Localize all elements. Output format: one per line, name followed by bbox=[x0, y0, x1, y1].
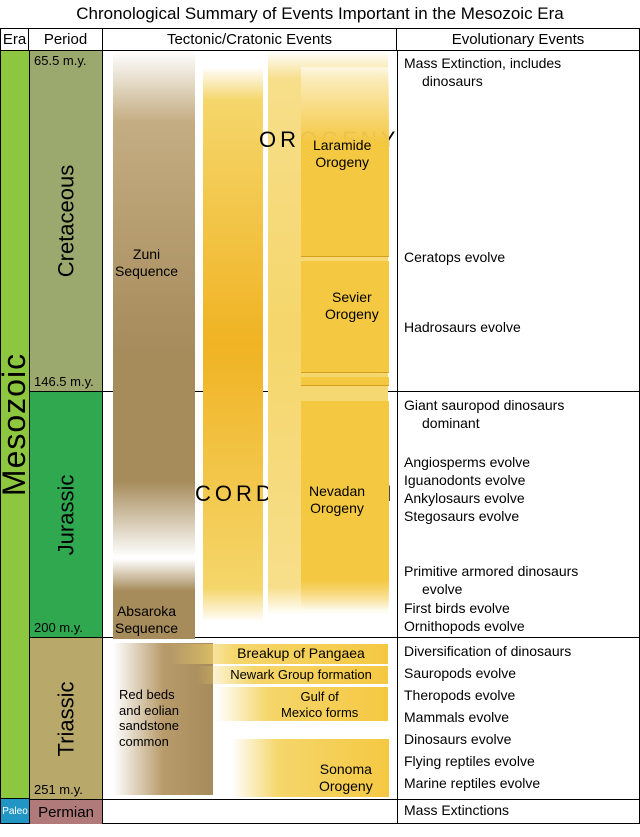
evo-tri1: Diversification of dinosaurs bbox=[404, 643, 635, 661]
header-row: Era Period Tectonic/Cratonic Events Evol… bbox=[0, 28, 640, 51]
evo-jur1: Giant sauropod dinosaurs dominant bbox=[404, 397, 635, 432]
redbeds-label: Red bedsand eoliansandstonecommon bbox=[119, 687, 179, 749]
cret-date-bot: 146.5 m.y. bbox=[34, 374, 94, 389]
evo-perm: Mass Extinctions bbox=[404, 802, 635, 820]
header-tectonic: Tectonic/Cratonic Events bbox=[103, 29, 397, 50]
sonoma-label: SonomaOrogeny bbox=[319, 761, 373, 795]
period-cretaceous: 65.5 m.y. Cretaceous 146.5 m.y. bbox=[30, 51, 102, 391]
nevadan-label: NevadanOrogeny bbox=[309, 483, 365, 517]
evo-tri3: Theropods evolve bbox=[404, 687, 635, 705]
era-paleo: Paleo bbox=[1, 798, 29, 823]
body-area: Mesozoic Paleo 65.5 m.y. Cretaceous 146.… bbox=[0, 51, 640, 824]
breakup-label: Breakup of Pangaea bbox=[211, 645, 391, 662]
evo-jur3: Iguanodonts evolve bbox=[404, 472, 635, 490]
evo-jur5: Stegosaurs evolve bbox=[404, 508, 635, 526]
evo-tri5: Dinosaurs evolve bbox=[404, 731, 635, 749]
evo-tri6: Flying reptiles evolve bbox=[404, 753, 635, 771]
jur-date-bot: 200 m.y. bbox=[34, 620, 83, 635]
cordilleran-label: CORDILLERAN bbox=[195, 481, 271, 507]
period-jurassic: Jurassic 200 m.y. bbox=[30, 391, 102, 637]
evo-tri4: Mammals evolve bbox=[404, 709, 635, 727]
cordilleran-band bbox=[203, 67, 263, 622]
header-era: Era bbox=[1, 29, 29, 50]
evo-tri2: Sauropods evolve bbox=[404, 665, 635, 683]
jur-label: Jurassic bbox=[53, 474, 79, 555]
evo-cret3: Hadrosaurs evolve bbox=[404, 319, 635, 337]
laramide-label: LaramideOrogeny bbox=[313, 137, 371, 171]
header-period: Period bbox=[29, 29, 103, 50]
main-column: ZuniSequence AbsarokaSequence CORDILLERA… bbox=[103, 51, 639, 823]
evo-jur7: First birds evolve bbox=[404, 600, 635, 618]
evo-tri7: Marine reptiles evolve bbox=[404, 775, 635, 793]
chart-title: Chronological Summary of Events Importan… bbox=[0, 0, 640, 28]
sevier-label: SevierOrogeny bbox=[325, 289, 379, 323]
era-column: Mesozoic Paleo bbox=[1, 51, 29, 823]
zuni-band bbox=[113, 51, 195, 557]
era-mesozoic: Mesozoic bbox=[1, 51, 29, 798]
absaroka-label: AbsarokaSequence bbox=[115, 603, 178, 637]
tri-label: Triassic bbox=[53, 681, 79, 756]
evo-cret1: Mass Extinction, includes dinosaurs bbox=[404, 55, 635, 90]
evo-jur2: Angiosperms evolve bbox=[404, 454, 635, 472]
evo-jur4: Ankylosaurs evolve bbox=[404, 490, 635, 508]
evo-jur8: Ornithopods evolve bbox=[404, 618, 635, 636]
perm-label: Permian bbox=[38, 804, 94, 821]
header-evo: Evolutionary Events bbox=[397, 29, 639, 50]
tectonic-area: ZuniSequence AbsarokaSequence CORDILLERA… bbox=[103, 51, 397, 823]
period-triassic: Triassic 251 m.y. bbox=[30, 637, 102, 799]
cret-label: Cretaceous bbox=[53, 165, 79, 278]
cret-date-top: 65.5 m.y. bbox=[34, 53, 87, 68]
period-permian: Permian bbox=[30, 799, 102, 824]
period-column: 65.5 m.y. Cretaceous 146.5 m.y. Jurassic… bbox=[29, 51, 103, 823]
sevier-thin bbox=[301, 377, 389, 386]
tri-date-bot: 251 m.y. bbox=[34, 782, 83, 797]
evo-cret2: Ceratops evolve bbox=[404, 249, 635, 267]
mesozoic-chart: Chronological Summary of Events Importan… bbox=[0, 0, 640, 837]
zuni-label: ZuniSequence bbox=[115, 246, 178, 280]
gulf-label: Gulf ofMexico forms bbox=[281, 689, 358, 720]
newark-label: Newark Group formation bbox=[211, 667, 391, 683]
evo-jur6: Primitive armored dinosaurs evolve bbox=[404, 563, 635, 598]
evo-area: Mass Extinction, includes dinosaurs Cera… bbox=[397, 51, 639, 823]
